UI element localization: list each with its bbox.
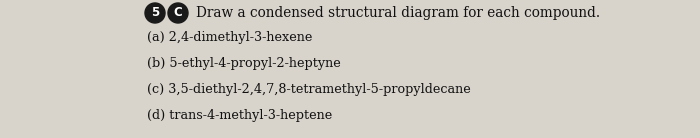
Text: (b) 5-ethyl-4-propyl-2-heptyne: (b) 5-ethyl-4-propyl-2-heptyne (147, 58, 341, 71)
Text: (c) 3,5-diethyl-2,4,7,8-tetramethyl-5-propyldecane: (c) 3,5-diethyl-2,4,7,8-tetramethyl-5-pr… (147, 83, 470, 96)
Text: 5: 5 (151, 6, 159, 19)
Text: (a) 2,4-dimethyl-3-hexene: (a) 2,4-dimethyl-3-hexene (147, 31, 312, 44)
Text: C: C (174, 6, 183, 19)
Circle shape (168, 3, 188, 23)
Circle shape (145, 3, 165, 23)
Text: (d) trans-4-methyl-3-heptene: (d) trans-4-methyl-3-heptene (147, 109, 332, 123)
Text: Draw a condensed structural diagram for each compound.: Draw a condensed structural diagram for … (196, 6, 600, 20)
